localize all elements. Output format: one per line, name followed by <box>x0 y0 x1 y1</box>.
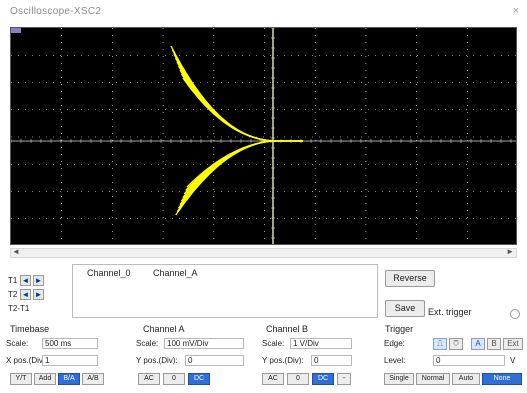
channel-a-scale-label: Scale: <box>136 339 159 348</box>
timebase-mode-add[interactable]: Add <box>34 373 56 385</box>
trigger-level-label: Level: <box>384 356 406 365</box>
trace-upper <box>170 45 303 142</box>
trace-lower <box>178 140 274 209</box>
falling-edge-icon[interactable]: ⎏ <box>449 338 463 350</box>
t2-label: T2 <box>8 290 18 299</box>
horizontal-scrollbar[interactable]: ◄ ► <box>10 247 517 258</box>
scroll-right-icon[interactable]: ► <box>506 247 514 256</box>
channel-b-coupling-minus[interactable]: - <box>337 373 351 385</box>
trace-upper <box>173 53 303 142</box>
trigger-level-field[interactable]: 0 <box>433 355 505 366</box>
trigger-mode-single[interactable]: Single <box>384 373 414 385</box>
trace-lower <box>180 140 274 202</box>
trace-lower <box>176 140 274 212</box>
scope-traces <box>170 45 303 216</box>
timebase-mode-ba[interactable]: B/A <box>58 373 80 385</box>
t2-left-arrow-icon[interactable]: ◄ <box>20 289 31 300</box>
scope-display <box>11 28 516 244</box>
rising-edge-icon[interactable]: ⎍ <box>433 338 447 350</box>
trace-upper <box>176 61 303 142</box>
cursor-controls: T1 ◄ ► T2 ◄ ► T2-T1 <box>8 266 66 316</box>
t1-label: T1 <box>8 276 18 285</box>
trigger-edge-label: Edge: <box>384 339 405 348</box>
reverse-button[interactable]: Reverse <box>385 270 435 287</box>
close-icon[interactable]: × <box>512 5 519 17</box>
trigger-mode-normal[interactable]: Normal <box>416 373 450 385</box>
trace-upper <box>174 57 303 142</box>
title-bar: Oscilloscope-XSC2 × <box>0 0 527 24</box>
channel-b-scale-label: Scale: <box>262 339 285 348</box>
channel-a-ypos-label: Y pos.(Div): <box>136 356 178 365</box>
t1-left-arrow-icon[interactable]: ◄ <box>20 275 31 286</box>
ext-trigger-radio[interactable] <box>510 309 520 319</box>
timebase-mode-yt[interactable]: Y/T <box>10 373 32 385</box>
cursor-marker[interactable] <box>11 28 21 33</box>
scope-grid <box>11 28 516 244</box>
trace-lower <box>175 140 274 216</box>
channel-b-coupling-0[interactable]: 0 <box>287 373 309 385</box>
trace-upper <box>171 49 303 142</box>
t1-right-arrow-icon[interactable]: ► <box>33 275 44 286</box>
trace-lower <box>179 140 274 205</box>
trace-upper <box>177 65 303 142</box>
trace-upper <box>180 73 303 142</box>
scroll-left-icon[interactable]: ◄ <box>12 247 20 256</box>
trigger-level-unit: V <box>510 356 516 365</box>
timebase-scale-label: Scale: <box>6 339 29 348</box>
readout-channel-a: Channel_A <box>153 268 198 278</box>
window-title: Oscilloscope-XSC2 <box>10 6 102 17</box>
channel-b-label: Channel B <box>266 324 309 334</box>
trigger-mode-auto[interactable]: Auto <box>452 373 480 385</box>
channel-a-scale-field[interactable]: 100 mV/Div <box>164 338 244 349</box>
channel-a-ypos-field[interactable]: 0 <box>185 355 244 366</box>
channel-a-coupling-dc[interactable]: DC <box>188 373 210 385</box>
channel-a-label: Channel A <box>143 324 185 334</box>
trace-lower <box>182 140 274 198</box>
trigger-mode-none[interactable]: None <box>482 373 522 385</box>
t2-t1-label: T2-T1 <box>8 304 30 313</box>
trigger-source-b[interactable]: B <box>487 338 501 350</box>
trace-upper <box>179 69 303 142</box>
timebase-xpos-field[interactable]: 1 <box>42 355 98 366</box>
timebase-xpos-label: X pos.(Div): <box>6 356 48 365</box>
trigger-source-ext[interactable]: Ext <box>503 338 523 350</box>
t2-right-arrow-icon[interactable]: ► <box>33 289 44 300</box>
ext-trigger-label: Ext. trigger <box>428 307 472 317</box>
channel-a-coupling-0[interactable]: 0 <box>163 373 185 385</box>
trigger-source-a[interactable]: A <box>471 338 485 350</box>
measurement-readout: Channel_0 Channel_A <box>72 264 378 318</box>
timebase-mode-ab[interactable]: A/B <box>82 373 104 385</box>
channel-b-ypos-field[interactable]: 0 <box>311 355 352 366</box>
save-button[interactable]: Save <box>385 300 425 317</box>
channel-b-ypos-label: Y pos.(Div): <box>262 356 304 365</box>
channel-b-scale-field[interactable]: 1 V/Div <box>290 338 352 349</box>
timebase-scale-field[interactable]: 500 ms <box>42 338 98 349</box>
trigger-label: Trigger <box>385 324 414 334</box>
channel-b-coupling-ac[interactable]: AC <box>262 373 284 385</box>
channel-b-coupling-dc[interactable]: DC <box>312 373 334 385</box>
channel-a-coupling-ac[interactable]: AC <box>138 373 160 385</box>
timebase-label: Timebase <box>10 324 50 334</box>
readout-channel-0: Channel_0 <box>87 268 131 278</box>
scope-screen <box>10 27 517 245</box>
